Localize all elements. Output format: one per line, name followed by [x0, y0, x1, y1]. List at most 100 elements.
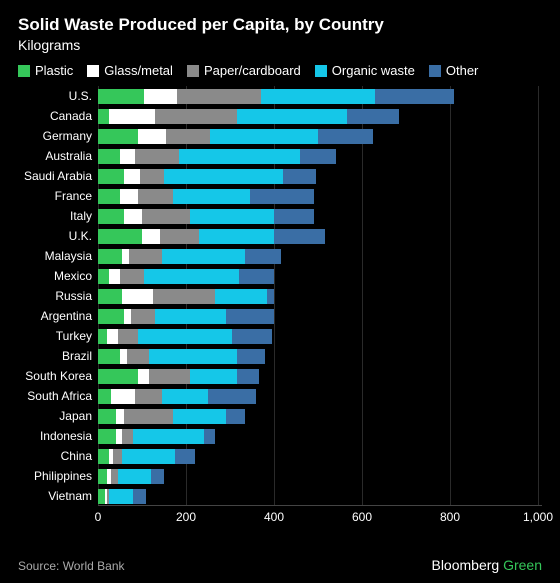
country-label: U.K.: [20, 229, 98, 243]
bar-row: Australia: [98, 146, 542, 166]
country-label: Brazil: [20, 349, 98, 363]
legend-item: Plastic: [18, 63, 73, 78]
bar-segment-plastic: [98, 129, 138, 144]
country-label: Malaysia: [20, 249, 98, 263]
bar-segment-other: [250, 189, 314, 204]
bar-row: Canada: [98, 106, 542, 126]
bar-row: U.S.: [98, 86, 542, 106]
bar-segment-plastic: [98, 109, 109, 124]
bar-segment-other: [204, 429, 215, 444]
bar-segment-other: [237, 369, 259, 384]
country-label: Italy: [20, 209, 98, 223]
bar-segment-plastic: [98, 209, 124, 224]
country-label: Saudi Arabia: [20, 169, 98, 183]
bar-segment-paper_cardboard: [142, 209, 190, 224]
bar-segment-other: [245, 249, 280, 264]
bar-segments: [98, 349, 265, 364]
legend-swatch: [87, 65, 99, 77]
country-label: China: [20, 449, 98, 463]
bar-segment-other: [151, 469, 164, 484]
bar-segments: [98, 449, 195, 464]
bar-row: South Korea: [98, 366, 542, 386]
x-tick-label: 600: [352, 510, 372, 524]
bar-segments: [98, 269, 274, 284]
bar-segment-glass_metal: [120, 149, 135, 164]
bar-segments: [98, 489, 146, 504]
bar-segments: [98, 129, 373, 144]
legend-label: Other: [446, 63, 479, 78]
bar-segment-other: [267, 289, 274, 304]
bar-segment-glass_metal: [116, 429, 123, 444]
bar-segment-other: [239, 269, 274, 284]
bar-segment-organic_waste: [237, 109, 347, 124]
bar-segment-organic_waste: [215, 289, 268, 304]
bar-segments: [98, 329, 272, 344]
bar-segment-paper_cardboard: [135, 149, 179, 164]
bars-region: U.S.CanadaGermanyAustraliaSaudi ArabiaFr…: [98, 86, 542, 506]
bar-segment-paper_cardboard: [122, 429, 133, 444]
bar-segment-organic_waste: [138, 329, 233, 344]
bar-segments: [98, 209, 314, 224]
legend-item: Organic waste: [315, 63, 415, 78]
country-label: Vietnam: [20, 489, 98, 503]
bar-segment-organic_waste: [162, 389, 208, 404]
bar-segment-paper_cardboard: [160, 229, 200, 244]
bar-segment-paper_cardboard: [131, 309, 155, 324]
x-tick-label: 1,000: [523, 510, 553, 524]
country-label: Germany: [20, 129, 98, 143]
bar-row: Italy: [98, 206, 542, 226]
bar-segment-paper_cardboard: [135, 389, 161, 404]
legend-item: Glass/metal: [87, 63, 173, 78]
bar-segments: [98, 89, 454, 104]
legend-swatch: [18, 65, 30, 77]
bar-row: Turkey: [98, 326, 542, 346]
bar-segment-other: [274, 229, 325, 244]
bar-row: Vietnam: [98, 486, 542, 506]
bar-segment-glass_metal: [111, 389, 135, 404]
bar-segment-organic_waste: [164, 169, 283, 184]
legend-label: Organic waste: [332, 63, 415, 78]
bar-segments: [98, 249, 281, 264]
bar-segment-glass_metal: [124, 209, 142, 224]
x-tick-label: 400: [264, 510, 284, 524]
bar-segment-plastic: [98, 289, 122, 304]
bar-segment-organic_waste: [173, 409, 226, 424]
bar-segment-paper_cardboard: [149, 369, 191, 384]
source-text: Source: World Bank: [18, 559, 125, 573]
bar-segments: [98, 469, 164, 484]
bar-segment-plastic: [98, 349, 120, 364]
bar-segment-paper_cardboard: [140, 169, 164, 184]
bar-segment-organic_waste: [210, 129, 318, 144]
bar-segment-paper_cardboard: [177, 89, 261, 104]
bar-segment-other: [208, 389, 256, 404]
bar-segment-organic_waste: [199, 229, 274, 244]
bar-row: Malaysia: [98, 246, 542, 266]
bar-segment-organic_waste: [190, 369, 236, 384]
bar-segments: [98, 169, 316, 184]
country-label: South Africa: [20, 389, 98, 403]
bar-segment-plastic: [98, 149, 120, 164]
bar-segment-plastic: [98, 449, 109, 464]
x-tick-label: 0: [95, 510, 102, 524]
bar-segment-organic_waste: [179, 149, 300, 164]
legend: Plastic Glass/metal Paper/cardboard Organic…: [18, 63, 542, 78]
bar-segment-plastic: [98, 189, 120, 204]
bar-row: Indonesia: [98, 426, 542, 446]
bar-segment-glass_metal: [109, 269, 120, 284]
country-label: Canada: [20, 109, 98, 123]
bar-segments: [98, 409, 245, 424]
legend-item: Paper/cardboard: [187, 63, 301, 78]
bar-segment-other: [226, 309, 274, 324]
bar-row: Russia: [98, 286, 542, 306]
legend-swatch: [315, 65, 327, 77]
bar-segment-paper_cardboard: [111, 469, 118, 484]
bar-segment-glass_metal: [138, 369, 149, 384]
bar-segment-plastic: [98, 369, 138, 384]
chart-footer: Source: World Bank Bloomberg Green: [18, 557, 542, 573]
brand-accent: Green: [503, 557, 542, 573]
legend-label: Paper/cardboard: [204, 63, 301, 78]
bar-segment-other: [347, 109, 400, 124]
bar-segment-paper_cardboard: [129, 249, 162, 264]
chart-subtitle: Kilograms: [18, 37, 542, 53]
bar-row: Japan: [98, 406, 542, 426]
